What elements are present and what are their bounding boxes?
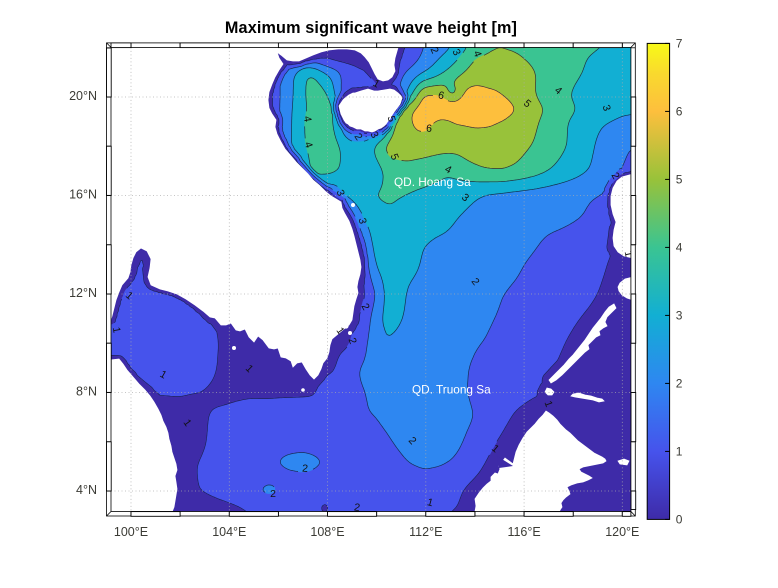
svg-text:Maximum significant wave heigh: Maximum significant wave height [m] (225, 19, 517, 37)
svg-text:2: 2 (609, 170, 622, 181)
svg-text:116°E: 116°E (507, 525, 540, 539)
svg-text:1: 1 (622, 250, 635, 258)
svg-text:1: 1 (334, 325, 347, 337)
svg-text:1: 1 (371, 77, 382, 90)
svg-text:2: 2 (302, 463, 309, 475)
svg-text:2: 2 (270, 488, 276, 500)
svg-text:2: 2 (428, 45, 441, 56)
svg-text:100°E: 100°E (114, 525, 148, 539)
svg-text:4°N: 4°N (76, 483, 97, 497)
svg-text:1: 1 (426, 496, 435, 509)
svg-text:16°N: 16°N (69, 188, 97, 202)
svg-text:104°E: 104°E (212, 525, 246, 539)
svg-text:8°N: 8°N (76, 385, 97, 399)
svg-text:QD. Hoang Sa: QD. Hoang Sa (394, 175, 471, 189)
svg-text:4: 4 (301, 115, 314, 123)
svg-text:3: 3 (368, 130, 381, 141)
svg-text:2: 2 (676, 377, 683, 391)
svg-text:120°E: 120°E (605, 525, 639, 539)
svg-text:4: 4 (302, 140, 315, 149)
svg-text:2: 2 (352, 131, 365, 143)
svg-text:QD. Truong Sa: QD. Truong Sa (412, 383, 491, 397)
svg-text:108°E: 108°E (310, 525, 344, 539)
svg-text:1: 1 (676, 445, 683, 459)
svg-text:4: 4 (471, 49, 484, 59)
svg-text:3: 3 (334, 188, 347, 198)
svg-text:4: 4 (676, 241, 683, 255)
svg-text:2: 2 (359, 301, 372, 312)
svg-text:1: 1 (181, 417, 194, 429)
svg-text:1: 1 (110, 326, 123, 334)
svg-text:5: 5 (388, 152, 401, 162)
svg-text:12°N: 12°N (69, 286, 97, 300)
svg-text:6: 6 (426, 123, 433, 135)
svg-text:7: 7 (676, 37, 683, 51)
svg-text:3: 3 (356, 217, 369, 225)
svg-text:6: 6 (437, 89, 446, 102)
svg-text:1: 1 (542, 399, 555, 409)
svg-text:20°N: 20°N (69, 89, 97, 103)
svg-text:2: 2 (346, 336, 359, 346)
svg-text:3: 3 (676, 309, 683, 323)
svg-text:112°E: 112°E (409, 525, 442, 539)
svg-text:3: 3 (600, 103, 613, 112)
svg-text:3: 3 (450, 47, 463, 58)
svg-text:5: 5 (385, 115, 398, 124)
svg-text:6: 6 (676, 105, 683, 119)
svg-text:2: 2 (353, 501, 361, 514)
svg-text:0: 0 (676, 513, 683, 527)
svg-text:4: 4 (443, 163, 454, 176)
svg-text:1: 1 (158, 368, 169, 381)
svg-text:5: 5 (676, 173, 683, 187)
